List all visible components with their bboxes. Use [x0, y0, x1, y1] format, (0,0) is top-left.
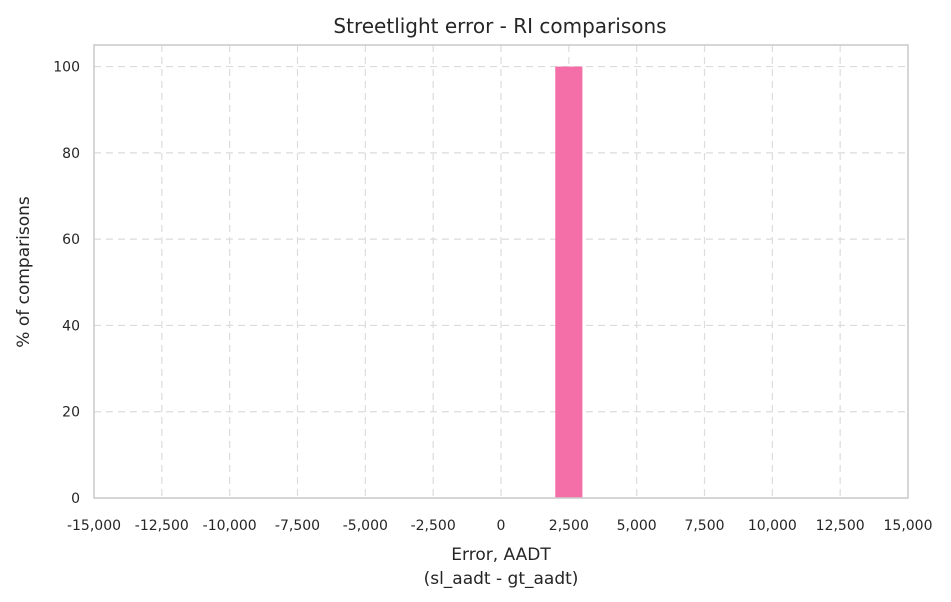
y-tick-labels: 0 20 40 60 80 100: [53, 60, 80, 507]
y-tick-label: 40: [62, 318, 80, 334]
x-tick-label: 10,000: [748, 518, 797, 534]
plot-frame: [93, 44, 909, 499]
x-axis-label-line1: Error, AADT: [451, 545, 551, 565]
x-axis-label-line2: (sl_aadt - gt_aadt): [424, 569, 579, 589]
x-tick-label: -15,000: [67, 518, 121, 534]
x-tick-label: 7,500: [684, 518, 724, 534]
x-tick-labels: -15,000 -12,500 -10,000 -7,500 -5,000 -2,500 0…: [67, 518, 933, 534]
x-tick-label: 2,500: [549, 518, 589, 534]
x-tick-label: -12,500: [135, 518, 189, 534]
x-tick-label: 5,000: [617, 518, 657, 534]
x-tick-label: 0: [497, 518, 506, 534]
x-tick-label: -10,000: [203, 518, 257, 534]
y-tick-label: 80: [62, 146, 80, 162]
y-tick-label: 60: [62, 232, 80, 248]
x-tick-label: -7,500: [275, 518, 320, 534]
y-tick-label: 100: [53, 60, 80, 76]
x-tick-label: 12,500: [816, 518, 865, 534]
grid-lines: [94, 45, 908, 498]
y-tick-label: 0: [71, 491, 80, 507]
chart-title: Streetlight error - RI comparisons: [333, 14, 666, 38]
x-tick-label: 15,000: [884, 518, 933, 534]
x-tick-label: -5,000: [343, 518, 388, 534]
x-tick-label: -2,500: [411, 518, 456, 534]
histogram-bar: [555, 66, 583, 499]
bars: [555, 66, 583, 499]
y-tick-label: 20: [62, 405, 80, 421]
y-axis-label: % of comparisons: [14, 196, 34, 348]
